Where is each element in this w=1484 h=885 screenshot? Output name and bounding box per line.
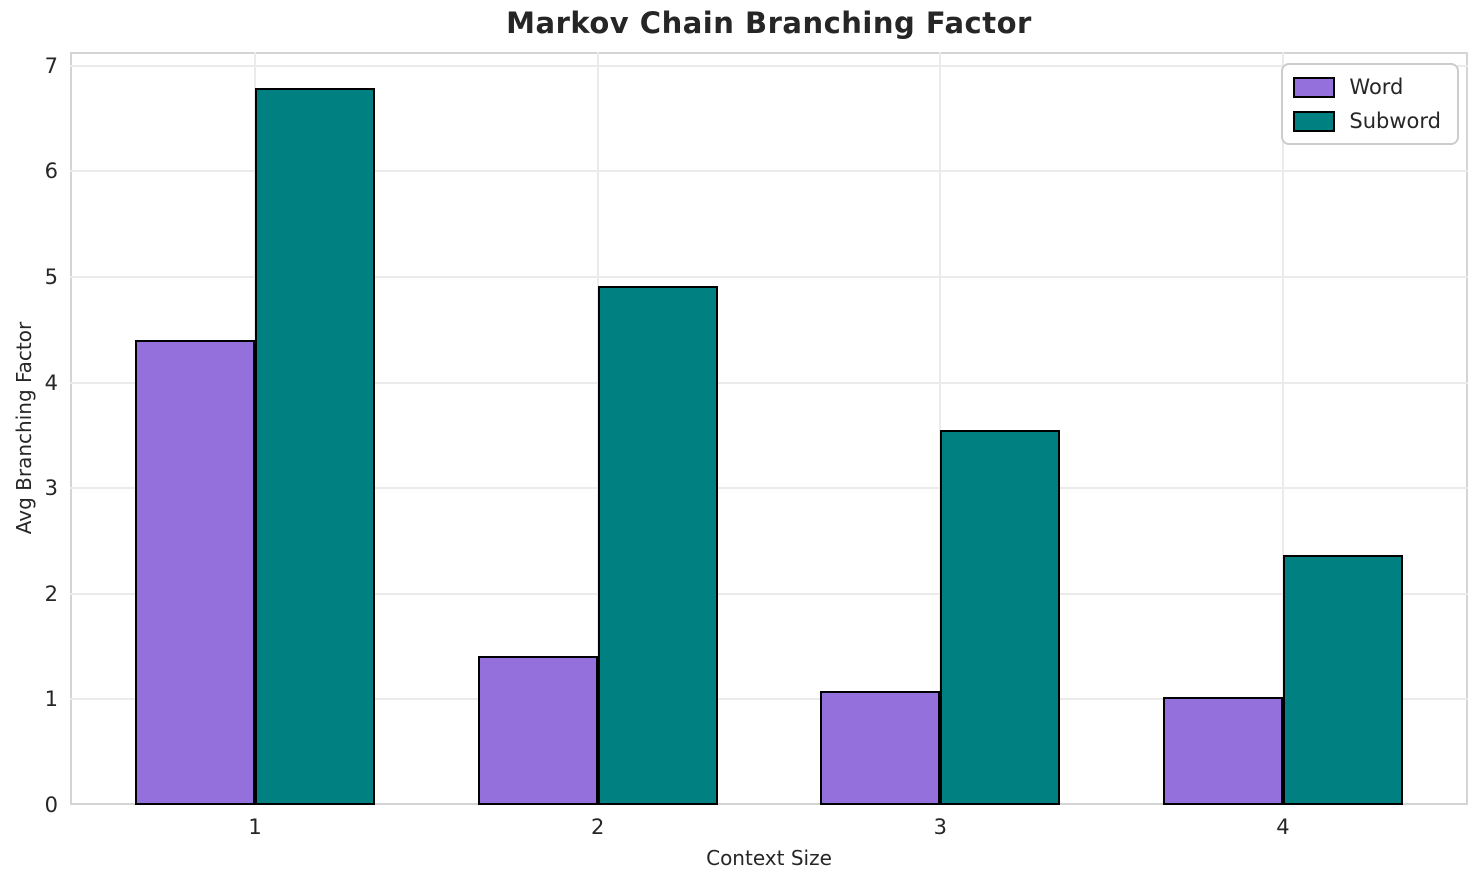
gridline-horizontal-6 bbox=[70, 170, 1468, 173]
gridline-vertical-3 bbox=[939, 52, 942, 805]
legend-label: Word bbox=[1349, 75, 1404, 99]
gridline-horizontal-3 bbox=[70, 487, 1468, 490]
legend: Word Subword bbox=[1281, 63, 1459, 145]
y-tick-label-0: 0 bbox=[44, 793, 58, 817]
bar-subword-1 bbox=[255, 87, 375, 805]
gridline-horizontal-2 bbox=[70, 592, 1468, 595]
legend-swatch-word bbox=[1293, 76, 1336, 98]
legend-item-subword: Subword bbox=[1293, 109, 1441, 133]
y-tick-label-4: 4 bbox=[44, 370, 58, 395]
bar-subword-3 bbox=[940, 430, 1061, 805]
x-tick-label-3: 3 bbox=[933, 815, 947, 839]
x-tick-label-2: 2 bbox=[590, 815, 605, 839]
legend-label: Subword bbox=[1349, 109, 1441, 133]
legend-item-word: Word bbox=[1293, 75, 1441, 99]
y-tick-label-7: 7 bbox=[44, 53, 58, 78]
bar-word-4 bbox=[1163, 697, 1283, 805]
y-tick-label-5: 5 bbox=[44, 264, 58, 289]
bar-word-3 bbox=[820, 690, 941, 805]
y-tick-label-1: 1 bbox=[44, 687, 58, 712]
bar-word-1 bbox=[135, 340, 256, 805]
x-tick-label-1: 1 bbox=[248, 815, 262, 839]
bar-word-2 bbox=[477, 656, 598, 805]
gridline-horizontal-7 bbox=[70, 64, 1468, 67]
x-tick-label-4: 4 bbox=[1276, 815, 1290, 839]
y-tick-label-3: 3 bbox=[44, 476, 58, 501]
y-tick-label-2: 2 bbox=[44, 581, 58, 606]
gridline-horizontal-5 bbox=[70, 275, 1468, 278]
bar-subword-4 bbox=[1282, 554, 1403, 805]
y-tick-label-6: 6 bbox=[44, 159, 58, 184]
gridline-horizontal-1 bbox=[70, 698, 1468, 701]
chart-title: Markov Chain Branching Factor bbox=[506, 6, 1032, 40]
gridline-horizontal-4 bbox=[70, 381, 1468, 384]
plot-area: Word Subword bbox=[70, 52, 1468, 805]
gridline-vertical-4 bbox=[1281, 52, 1284, 805]
x-axis-label: Context Size bbox=[706, 846, 832, 870]
legend-swatch-subword bbox=[1293, 110, 1336, 132]
y-axis-label: Avg Branching Factor bbox=[12, 321, 36, 535]
bar-subword-2 bbox=[597, 286, 718, 805]
